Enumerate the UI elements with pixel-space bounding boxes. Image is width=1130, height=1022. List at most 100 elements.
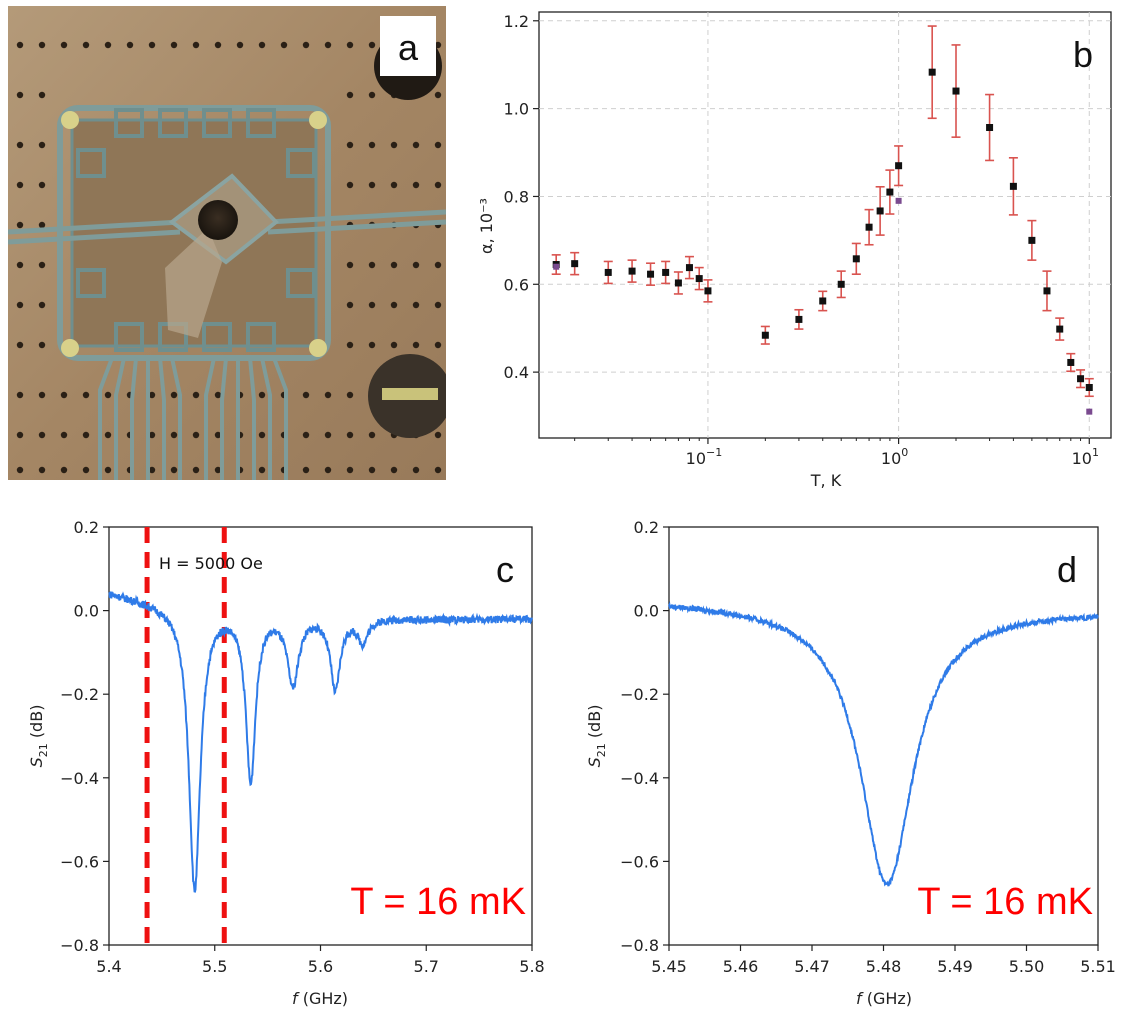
- panel-b-point: [628, 267, 636, 275]
- panel-b-point: [1056, 325, 1064, 333]
- plate-hole: [60, 41, 68, 49]
- chip-frame: [57, 105, 331, 361]
- panel-b-xtick-exp: 1: [1092, 446, 1099, 459]
- plate-hole: [434, 261, 442, 269]
- x-tick-label: 5.5: [202, 957, 227, 976]
- plate-hole: [302, 41, 310, 49]
- plate-hole: [38, 466, 46, 474]
- plate-hole: [38, 261, 46, 269]
- panel-b-point: [886, 188, 894, 196]
- plate-hole: [16, 141, 24, 149]
- plate-hole: [302, 466, 310, 474]
- panel-b-point: [761, 331, 769, 339]
- panel-b-point: [952, 87, 960, 95]
- panel-d-chart: 5.45 5.46 5.47 5.48 5.49 5.50 5.51 −0.8 −0.6 −0.4…: [585, 518, 1116, 1008]
- sample-fragment: [165, 228, 222, 338]
- panel-c-chart: 5.4 5.5 5.6 5.7 5.8 −0.8 −0.6 −0.4 −0.2 0.0 0.2 H …: [27, 518, 545, 1008]
- plate-hole: [60, 466, 68, 474]
- panel-d-xlabel: f (GHz): [856, 989, 912, 1008]
- plate-hole: [412, 301, 420, 309]
- plate-hole: [434, 301, 442, 309]
- plate-hole: [434, 91, 442, 99]
- plate-hole: [104, 431, 112, 439]
- panel-a-letter: a: [398, 27, 419, 68]
- panel-d-ylabel: S21 (dB): [585, 705, 608, 768]
- x-tick-label: 5.8: [519, 957, 544, 976]
- plate-hole: [368, 341, 376, 349]
- panel-b-point: [662, 268, 670, 276]
- plate-hole: [346, 181, 354, 189]
- panel-b-grid: [539, 12, 1111, 438]
- panel-b-point: [674, 279, 682, 287]
- plate-hole: [16, 181, 24, 189]
- panel-b-point: [604, 268, 612, 276]
- plate-hole: [236, 41, 244, 49]
- panel-b-point: [837, 280, 845, 288]
- plate-hole: [368, 431, 376, 439]
- plate-hole: [148, 391, 156, 399]
- panel-b-point-alt: [1086, 408, 1093, 415]
- panel-c-dashed-lines: [144, 527, 227, 945]
- y-tick-label: 0.2: [634, 518, 659, 537]
- panel-b-point: [865, 223, 873, 231]
- panel-c-ylabel: S21 (dB): [27, 705, 50, 768]
- y-tick-label: −0.2: [60, 685, 99, 704]
- plate-hole: [390, 261, 398, 269]
- plate-hole: [148, 466, 156, 474]
- plate-hole: [390, 141, 398, 149]
- plate-hole: [38, 181, 46, 189]
- panel-b-point: [928, 68, 936, 76]
- plate-hole: [434, 181, 442, 189]
- panel-c-letter: c: [496, 549, 514, 590]
- panel-b-point: [704, 287, 712, 295]
- plate-hole: [214, 466, 222, 474]
- plate-hole: [60, 391, 68, 399]
- plate-hole: [82, 391, 90, 399]
- plate-hole: [368, 261, 376, 269]
- x-tick-label: 5.46: [723, 957, 759, 976]
- plate-hole: [16, 301, 24, 309]
- plate-hole: [434, 341, 442, 349]
- panel-b-xtick-label: 100: [881, 446, 908, 468]
- plate-hole: [346, 91, 354, 99]
- x-tick-label: 5.50: [1009, 957, 1045, 976]
- plate-hole: [412, 141, 420, 149]
- plate-hole: [60, 431, 68, 439]
- plate-hole: [170, 391, 178, 399]
- plate-hole: [324, 466, 332, 474]
- x-tick-label: 5.49: [937, 957, 973, 976]
- y-tick-label: −0.6: [60, 852, 99, 871]
- plate-hole: [16, 41, 24, 49]
- plate-hole: [434, 466, 442, 474]
- panel-c-axes-frame: [108, 526, 533, 946]
- panel-b-xtick-exp: −1: [706, 446, 722, 459]
- plate-hole: [302, 391, 310, 399]
- panel-b-xtick-label: 10−1: [686, 446, 723, 468]
- panel-b-point-alt: [553, 263, 560, 270]
- plate-hole: [368, 91, 376, 99]
- plate-hole: [368, 41, 376, 49]
- dc-lines: [98, 357, 288, 480]
- panel-c-trace: [108, 591, 533, 893]
- panel-b-ytick-label: 1.2: [504, 12, 529, 31]
- plate-hole: [16, 221, 24, 229]
- y-tick-label: −0.4: [60, 769, 99, 788]
- plate-hole: [258, 466, 266, 474]
- plate-hole: [390, 341, 398, 349]
- panel-b-ytick-label: 0.8: [504, 187, 529, 206]
- panel-b-point: [895, 162, 903, 170]
- x-tick-label: 5.48: [866, 957, 902, 976]
- plate-hole: [324, 41, 332, 49]
- plate-hole: [170, 466, 178, 474]
- plate-hole: [214, 431, 222, 439]
- plate-hole: [82, 431, 90, 439]
- plate-hole: [148, 431, 156, 439]
- screw-slot: [382, 388, 438, 400]
- y-tick-label: 0.0: [74, 602, 99, 621]
- plate-hole: [192, 391, 200, 399]
- x-tick-label: 5.45: [651, 957, 687, 976]
- x-tick-label: 5.51: [1080, 957, 1116, 976]
- plate-hole: [280, 41, 288, 49]
- plate-hole: [16, 466, 24, 474]
